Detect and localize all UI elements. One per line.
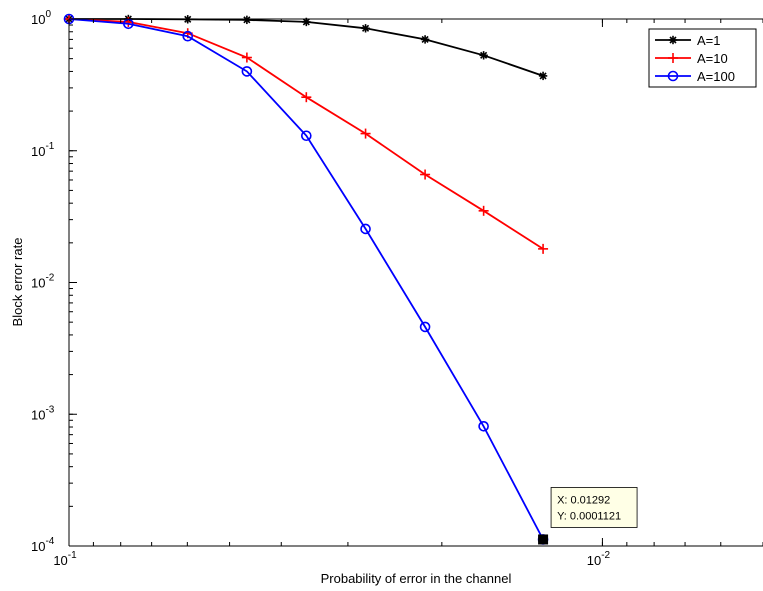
data-point: [479, 51, 488, 60]
legend-marker: [668, 35, 678, 45]
datatip-text: Y: 0.0001121: [557, 510, 621, 522]
y-tick-label: 10-3: [31, 404, 55, 422]
data-point: [360, 223, 371, 235]
data-point: [538, 243, 549, 254]
legend-marker: [667, 70, 679, 82]
data-point: [420, 35, 430, 44]
legend-item: A=1: [655, 33, 721, 48]
ticks-layer: 10-1 10-2 100 10-1 10-2 10-3 10-4: [31, 9, 763, 568]
data-point: [241, 52, 252, 63]
data-point: [478, 205, 489, 216]
legend: A=1 A=10 A=100: [648, 28, 757, 88]
data-point: [182, 30, 194, 42]
legend-item: A=10: [655, 51, 728, 66]
datatip-box: [550, 487, 638, 528]
datatip[interactable]: X: 0.01292 Y: 0.0001121: [538, 487, 638, 545]
legend-item: A=100: [655, 69, 735, 84]
y-tick-label: 10-2: [31, 273, 55, 291]
legend-marker: [668, 53, 678, 63]
y-tick-label: 100: [31, 9, 51, 27]
data-point: [301, 130, 312, 142]
data-point: [301, 92, 312, 103]
x-axis-label: Probability of error in the channel: [321, 571, 512, 586]
data-point: [419, 321, 431, 333]
legend-label: A=10: [697, 51, 728, 66]
data-point: [420, 169, 431, 180]
y-tick-label: 10-4: [31, 536, 55, 554]
plot-area: [69, 19, 763, 546]
data-point: [360, 128, 371, 139]
data-point: [242, 15, 252, 25]
datatip-marker[interactable]: [538, 534, 549, 545]
data-point: [361, 24, 370, 33]
x-tick-label: 10-2: [587, 550, 611, 568]
y-tick-label: 10-1: [31, 141, 55, 159]
datatip-text: X: 0.01292: [557, 494, 610, 506]
legend-label: A=100: [697, 69, 735, 84]
x-tick-label: 10-1: [53, 550, 77, 568]
data-point: [241, 66, 253, 77]
data-point: [478, 421, 489, 432]
data-point: [538, 71, 548, 81]
y-axis-label: Block error rate: [10, 238, 25, 327]
legend-label: A=1: [697, 33, 721, 48]
series-line: [68, 18, 544, 540]
